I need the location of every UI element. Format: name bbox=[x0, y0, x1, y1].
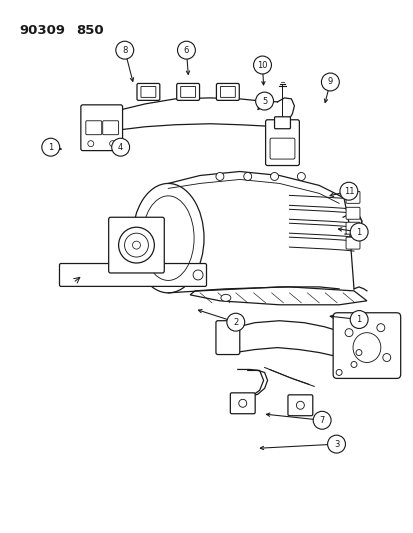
Ellipse shape bbox=[352, 333, 380, 362]
Text: 1: 1 bbox=[48, 143, 53, 152]
Circle shape bbox=[313, 411, 330, 429]
Circle shape bbox=[118, 227, 154, 263]
Text: 10: 10 bbox=[256, 61, 267, 69]
Circle shape bbox=[226, 313, 244, 331]
Text: 850: 850 bbox=[76, 25, 103, 37]
Circle shape bbox=[296, 401, 304, 409]
Circle shape bbox=[320, 73, 339, 91]
Text: 3: 3 bbox=[333, 440, 338, 449]
Circle shape bbox=[238, 399, 246, 407]
Circle shape bbox=[350, 361, 356, 367]
Circle shape bbox=[192, 270, 202, 280]
Circle shape bbox=[376, 324, 384, 332]
Text: 5: 5 bbox=[261, 96, 266, 106]
Circle shape bbox=[355, 350, 361, 356]
FancyBboxPatch shape bbox=[59, 263, 206, 286]
FancyBboxPatch shape bbox=[269, 138, 294, 159]
FancyBboxPatch shape bbox=[216, 84, 239, 100]
Polygon shape bbox=[190, 287, 366, 305]
Circle shape bbox=[335, 369, 341, 375]
FancyBboxPatch shape bbox=[345, 237, 359, 249]
Circle shape bbox=[109, 141, 115, 147]
FancyBboxPatch shape bbox=[180, 86, 195, 98]
Circle shape bbox=[253, 56, 271, 74]
Circle shape bbox=[349, 223, 367, 241]
Circle shape bbox=[349, 311, 367, 328]
Text: 8: 8 bbox=[122, 46, 127, 55]
FancyBboxPatch shape bbox=[287, 395, 312, 416]
Circle shape bbox=[42, 138, 59, 156]
Text: 7: 7 bbox=[319, 416, 324, 425]
Ellipse shape bbox=[132, 183, 204, 293]
FancyBboxPatch shape bbox=[220, 86, 235, 98]
FancyBboxPatch shape bbox=[230, 393, 254, 414]
Circle shape bbox=[270, 173, 278, 181]
Text: 9: 9 bbox=[327, 77, 332, 86]
FancyBboxPatch shape bbox=[265, 120, 299, 166]
Text: 4: 4 bbox=[118, 143, 123, 152]
FancyBboxPatch shape bbox=[102, 121, 118, 135]
Text: 1: 1 bbox=[356, 315, 361, 324]
FancyBboxPatch shape bbox=[137, 84, 159, 100]
FancyBboxPatch shape bbox=[274, 117, 290, 129]
FancyBboxPatch shape bbox=[345, 191, 359, 203]
Circle shape bbox=[297, 173, 305, 181]
Circle shape bbox=[216, 173, 223, 181]
FancyBboxPatch shape bbox=[332, 313, 400, 378]
Circle shape bbox=[382, 353, 390, 361]
Circle shape bbox=[177, 41, 195, 59]
FancyBboxPatch shape bbox=[176, 84, 199, 100]
Text: 90309: 90309 bbox=[19, 25, 65, 37]
FancyBboxPatch shape bbox=[85, 121, 102, 135]
Circle shape bbox=[255, 92, 273, 110]
Text: 6: 6 bbox=[183, 46, 189, 55]
Circle shape bbox=[339, 182, 357, 200]
Text: 11: 11 bbox=[343, 187, 353, 196]
FancyBboxPatch shape bbox=[216, 321, 239, 354]
FancyBboxPatch shape bbox=[345, 207, 359, 219]
Circle shape bbox=[327, 435, 344, 453]
Circle shape bbox=[116, 41, 133, 59]
Circle shape bbox=[88, 141, 93, 147]
Circle shape bbox=[344, 329, 352, 337]
FancyBboxPatch shape bbox=[108, 217, 164, 273]
Circle shape bbox=[243, 173, 251, 181]
Ellipse shape bbox=[221, 294, 230, 301]
Circle shape bbox=[132, 241, 140, 249]
Circle shape bbox=[124, 233, 148, 257]
Text: 2: 2 bbox=[233, 318, 238, 327]
FancyBboxPatch shape bbox=[345, 222, 359, 234]
Text: 1: 1 bbox=[356, 228, 361, 237]
Circle shape bbox=[112, 138, 129, 156]
FancyBboxPatch shape bbox=[81, 105, 122, 151]
FancyBboxPatch shape bbox=[140, 86, 155, 98]
